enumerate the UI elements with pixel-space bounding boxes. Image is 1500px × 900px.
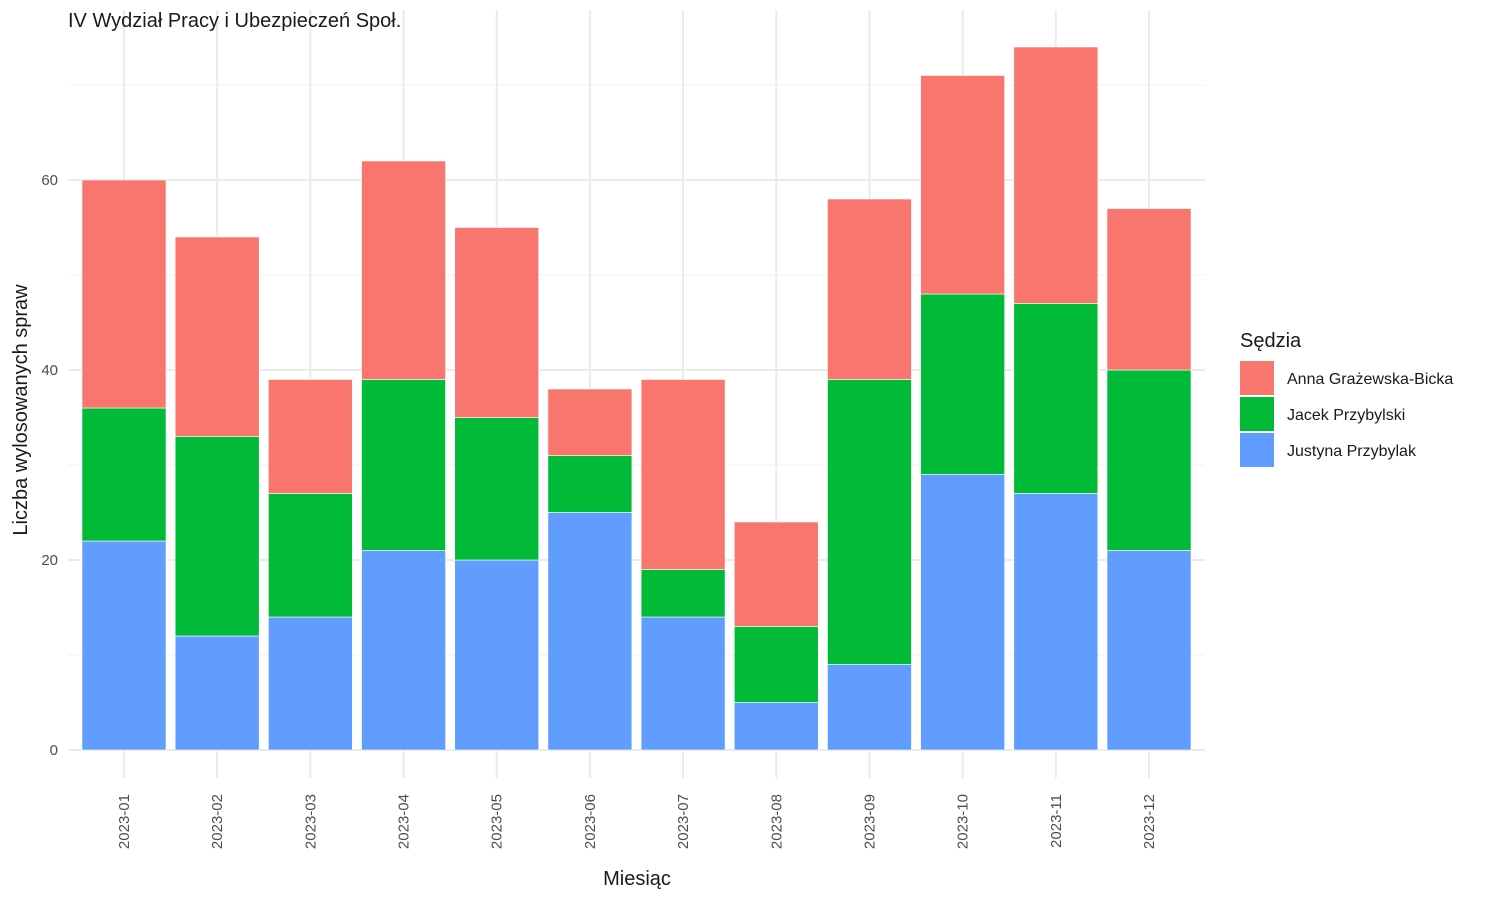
bar-segment bbox=[361, 379, 446, 551]
bar-segment bbox=[454, 227, 540, 418]
legend: Sędzia Anna Grażewska-Bicka Jacek Przybyl… bbox=[1240, 330, 1453, 467]
bar-segment bbox=[733, 626, 819, 703]
bar-segment bbox=[81, 407, 167, 542]
x-tick-labels: 2023-01 2023-02 2023-03 2023-04 2023-05 2023-… bbox=[116, 794, 1158, 849]
x-tick-label: 2023-05 bbox=[489, 794, 506, 849]
bar-segment bbox=[547, 455, 633, 513]
bar-segment bbox=[268, 493, 353, 618]
bar-segment bbox=[827, 664, 912, 751]
bar-segment bbox=[174, 236, 260, 437]
bar-segment bbox=[733, 521, 819, 627]
y-tick-label: 40 bbox=[41, 362, 58, 379]
bar-segment bbox=[733, 702, 819, 751]
bar-segment bbox=[361, 550, 446, 751]
bar-segment bbox=[640, 379, 726, 570]
x-tick-label: 2023-11 bbox=[1048, 794, 1065, 848]
x-tick-label: 2023-12 bbox=[1141, 794, 1158, 849]
legend-label: Jacek Przybylski bbox=[1287, 407, 1405, 424]
x-tick-label: 2023-10 bbox=[955, 794, 972, 849]
bar-segment bbox=[454, 417, 540, 561]
bar-segment bbox=[1106, 550, 1192, 751]
bar-segment bbox=[547, 388, 633, 456]
y-axis-title: Liczba wylosowanych spraw bbox=[10, 284, 32, 536]
x-tick-label: 2023-07 bbox=[675, 794, 692, 849]
y-tick-label: 20 bbox=[41, 552, 58, 569]
bar-segment bbox=[920, 474, 1005, 751]
x-tick-label: 2023-09 bbox=[861, 794, 878, 849]
bar-segment bbox=[1106, 369, 1192, 551]
bar-segment bbox=[640, 616, 726, 751]
x-tick-label: 2023-03 bbox=[302, 794, 319, 849]
legend-swatch bbox=[1240, 397, 1274, 431]
y-tick-label: 60 bbox=[41, 172, 58, 189]
x-tick-label: 2023-02 bbox=[209, 794, 226, 849]
bar-segment bbox=[81, 179, 167, 409]
x-tick-label: 2023-06 bbox=[582, 794, 599, 849]
bar-segment bbox=[174, 635, 260, 751]
bar-segment bbox=[827, 379, 912, 665]
bar-segment bbox=[827, 198, 912, 380]
bar-segment bbox=[81, 540, 167, 751]
bar-segment bbox=[454, 559, 540, 751]
legend-title: Sędzia bbox=[1240, 330, 1302, 352]
chart-title: IV Wydział Pracy i Ubezpieczeń Społ. bbox=[68, 10, 401, 32]
legend-swatch bbox=[1240, 361, 1274, 395]
x-tick-label: 2023-08 bbox=[768, 794, 785, 849]
bars bbox=[81, 46, 1192, 751]
legend-label: Justyna Przybylak bbox=[1287, 443, 1417, 460]
legend-label: Anna Grażewska-Bicka bbox=[1287, 371, 1453, 388]
bar-segment bbox=[1106, 208, 1192, 371]
bar-segment bbox=[361, 160, 446, 380]
x-tick-label: 2023-01 bbox=[116, 794, 133, 849]
y-tick-label: 0 bbox=[50, 742, 58, 759]
bar-segment bbox=[640, 569, 726, 618]
legend-swatch bbox=[1240, 433, 1274, 467]
bar-segment bbox=[920, 293, 1005, 475]
bar-segment bbox=[920, 75, 1005, 295]
x-tick-label: 2023-04 bbox=[396, 794, 413, 849]
y-tick-labels: 0 20 40 60 bbox=[41, 172, 58, 759]
bar-segment bbox=[547, 512, 633, 751]
bar-segment bbox=[268, 379, 353, 494]
bar-segment bbox=[268, 616, 353, 751]
x-axis-title: Miesiąc bbox=[603, 868, 671, 890]
bar-segment bbox=[174, 436, 260, 637]
bar-segment bbox=[1013, 46, 1099, 304]
bar-segment bbox=[1013, 493, 1099, 751]
bar-segment bbox=[1013, 303, 1099, 494]
